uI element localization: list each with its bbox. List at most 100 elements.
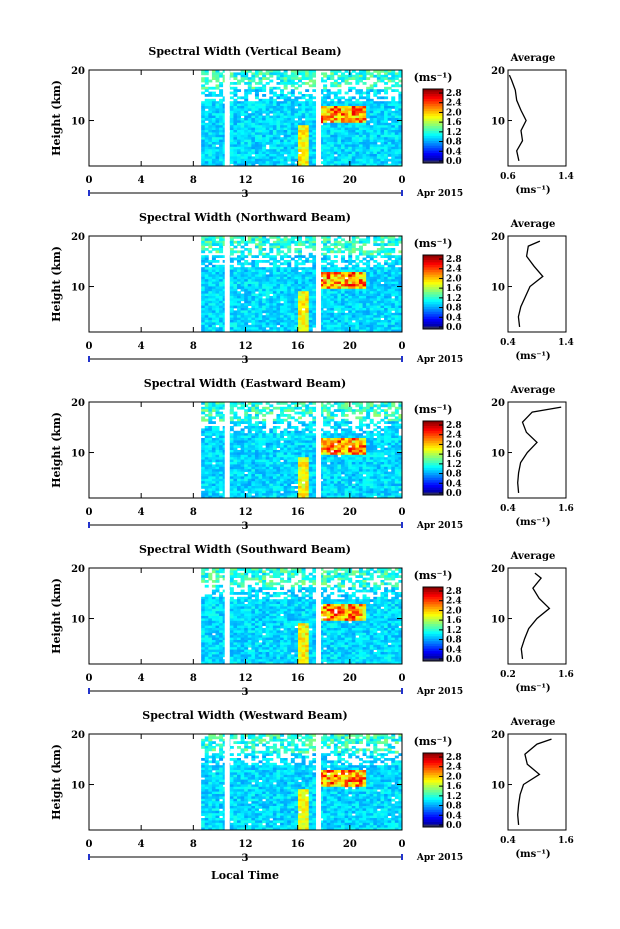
colorbar-frame [422, 752, 444, 828]
colorbar-segment [423, 757, 443, 761]
colorbar-segment [423, 453, 443, 457]
colorbar-frame [422, 88, 444, 164]
colorbar-segment [423, 755, 443, 759]
colorbar-segment [423, 282, 443, 286]
colorbar-segment [423, 807, 443, 811]
colorbar-segment [423, 279, 443, 283]
colorbar-segment [423, 480, 443, 484]
colorbar-tick-label: 2.0 [446, 440, 462, 450]
heatmap [201, 734, 403, 831]
colorbar-segment [423, 130, 443, 134]
colorbar-tick-label: 0.4 [446, 479, 462, 489]
data-gap-2 [316, 734, 322, 830]
x-tick-label: 8 [190, 175, 197, 186]
average-x-unit: (ms⁻¹) [515, 849, 550, 860]
colorbar-segment [423, 609, 443, 613]
average-profile-line [508, 74, 527, 162]
colorbar-segment [423, 599, 443, 603]
colorbar-segment [423, 477, 443, 481]
colorbar-segment [423, 651, 443, 655]
colorbar-tick-label: 2.4 [446, 597, 462, 607]
data-gap-2 [316, 402, 322, 498]
colorbar-segment [423, 765, 443, 769]
colorbar-segment [423, 797, 443, 801]
average-y-tick-label: 20 [491, 564, 505, 575]
colorbar-tick-label: 2.8 [446, 255, 462, 265]
x-tick-label: 0 [86, 507, 93, 518]
colorbar-segment [423, 264, 443, 268]
average-title: Average [510, 219, 556, 230]
colorbar-segment [423, 596, 443, 600]
colorbar-segment [423, 492, 443, 496]
colorbar-segment [423, 435, 443, 439]
colorbar-segment [423, 462, 443, 466]
colorbar-tick-label: 1.2 [446, 792, 462, 802]
colorbar-segment [423, 455, 443, 459]
colorbar-segment [423, 817, 443, 821]
colorbar-segment [423, 472, 443, 476]
colorbar-segment [423, 812, 443, 816]
colorbar-segment [423, 760, 443, 764]
x-tick-label: 0 [399, 507, 406, 518]
x-tick-label: 0 [399, 839, 406, 850]
average-x-unit: (ms⁻¹) [515, 185, 550, 196]
x-tick-label: 12 [239, 839, 253, 850]
colorbar-segment [423, 490, 443, 494]
panel-title: Spectral Width (Southward Beam) [139, 543, 351, 556]
colorbar-segment [423, 485, 443, 489]
x-tick-label: 0 [86, 175, 93, 186]
colorbar-tick-label: 1.6 [446, 616, 462, 626]
colorbar-segment [423, 643, 443, 647]
x-tick-label: 8 [190, 839, 197, 850]
colorbar-unit: (ms⁻¹) [414, 403, 453, 416]
heatmap [201, 402, 403, 499]
average-x-unit: (ms⁻¹) [515, 351, 550, 362]
average-y-tick-label: 10 [491, 781, 505, 792]
colorbar-segment [423, 646, 443, 650]
colorbar-segment [423, 440, 443, 444]
colorbar-segment [423, 284, 443, 288]
colorbar-tick-label: 2.0 [446, 606, 462, 616]
data-gap-2 [316, 70, 322, 166]
average-title: Average [510, 385, 556, 396]
colorbar-segment [423, 594, 443, 598]
colorbar-segment [423, 96, 443, 100]
colorbar-segment [423, 624, 443, 627]
y-tick-label: 20 [71, 232, 85, 243]
colorbar-segment [423, 277, 443, 281]
colorbar-segment [423, 262, 443, 266]
colorbar-segment [423, 587, 443, 590]
average-x-tick-label: 0.2 [500, 670, 516, 680]
colorbar-segment [423, 143, 443, 147]
data-gap-1 [224, 402, 230, 498]
colorbar-segment [423, 658, 443, 662]
colorbar-tick-label: 2.4 [446, 265, 462, 275]
colorbar-segment [423, 306, 443, 310]
data-gap-2 [316, 568, 322, 664]
colorbar-segment [423, 802, 443, 806]
colorbar-segment [423, 814, 443, 818]
colorbar-unit: (ms⁻¹) [414, 237, 453, 250]
colorbar-segment [423, 272, 443, 276]
colorbar-segment [423, 614, 443, 618]
colorbar-tick-label: 0.8 [446, 304, 462, 314]
average-x-unit: (ms⁻¹) [515, 683, 550, 694]
colorbar-segment [423, 443, 443, 447]
average-title: Average [510, 551, 556, 562]
data-gap-2 [316, 236, 322, 332]
colorbar-tick-label: 2.0 [446, 274, 462, 284]
colorbar-segment [423, 111, 443, 115]
colorbar-segment [423, 101, 443, 105]
colorbar-tick-label: 0.8 [446, 470, 462, 480]
colorbar-segment [423, 316, 443, 320]
colorbar-segment [423, 770, 443, 774]
date-day: 3 [242, 355, 249, 366]
colorbar-tick-label: 2.8 [446, 753, 462, 763]
colorbar-segment [423, 621, 443, 625]
x-tick-label: 12 [239, 175, 253, 186]
panel-1: Spectral Width (Vertical Beam) Height (km… [50, 45, 574, 200]
colorbar-segment [423, 611, 443, 615]
colorbar-segment [423, 475, 443, 479]
colorbar-frame [422, 586, 444, 662]
